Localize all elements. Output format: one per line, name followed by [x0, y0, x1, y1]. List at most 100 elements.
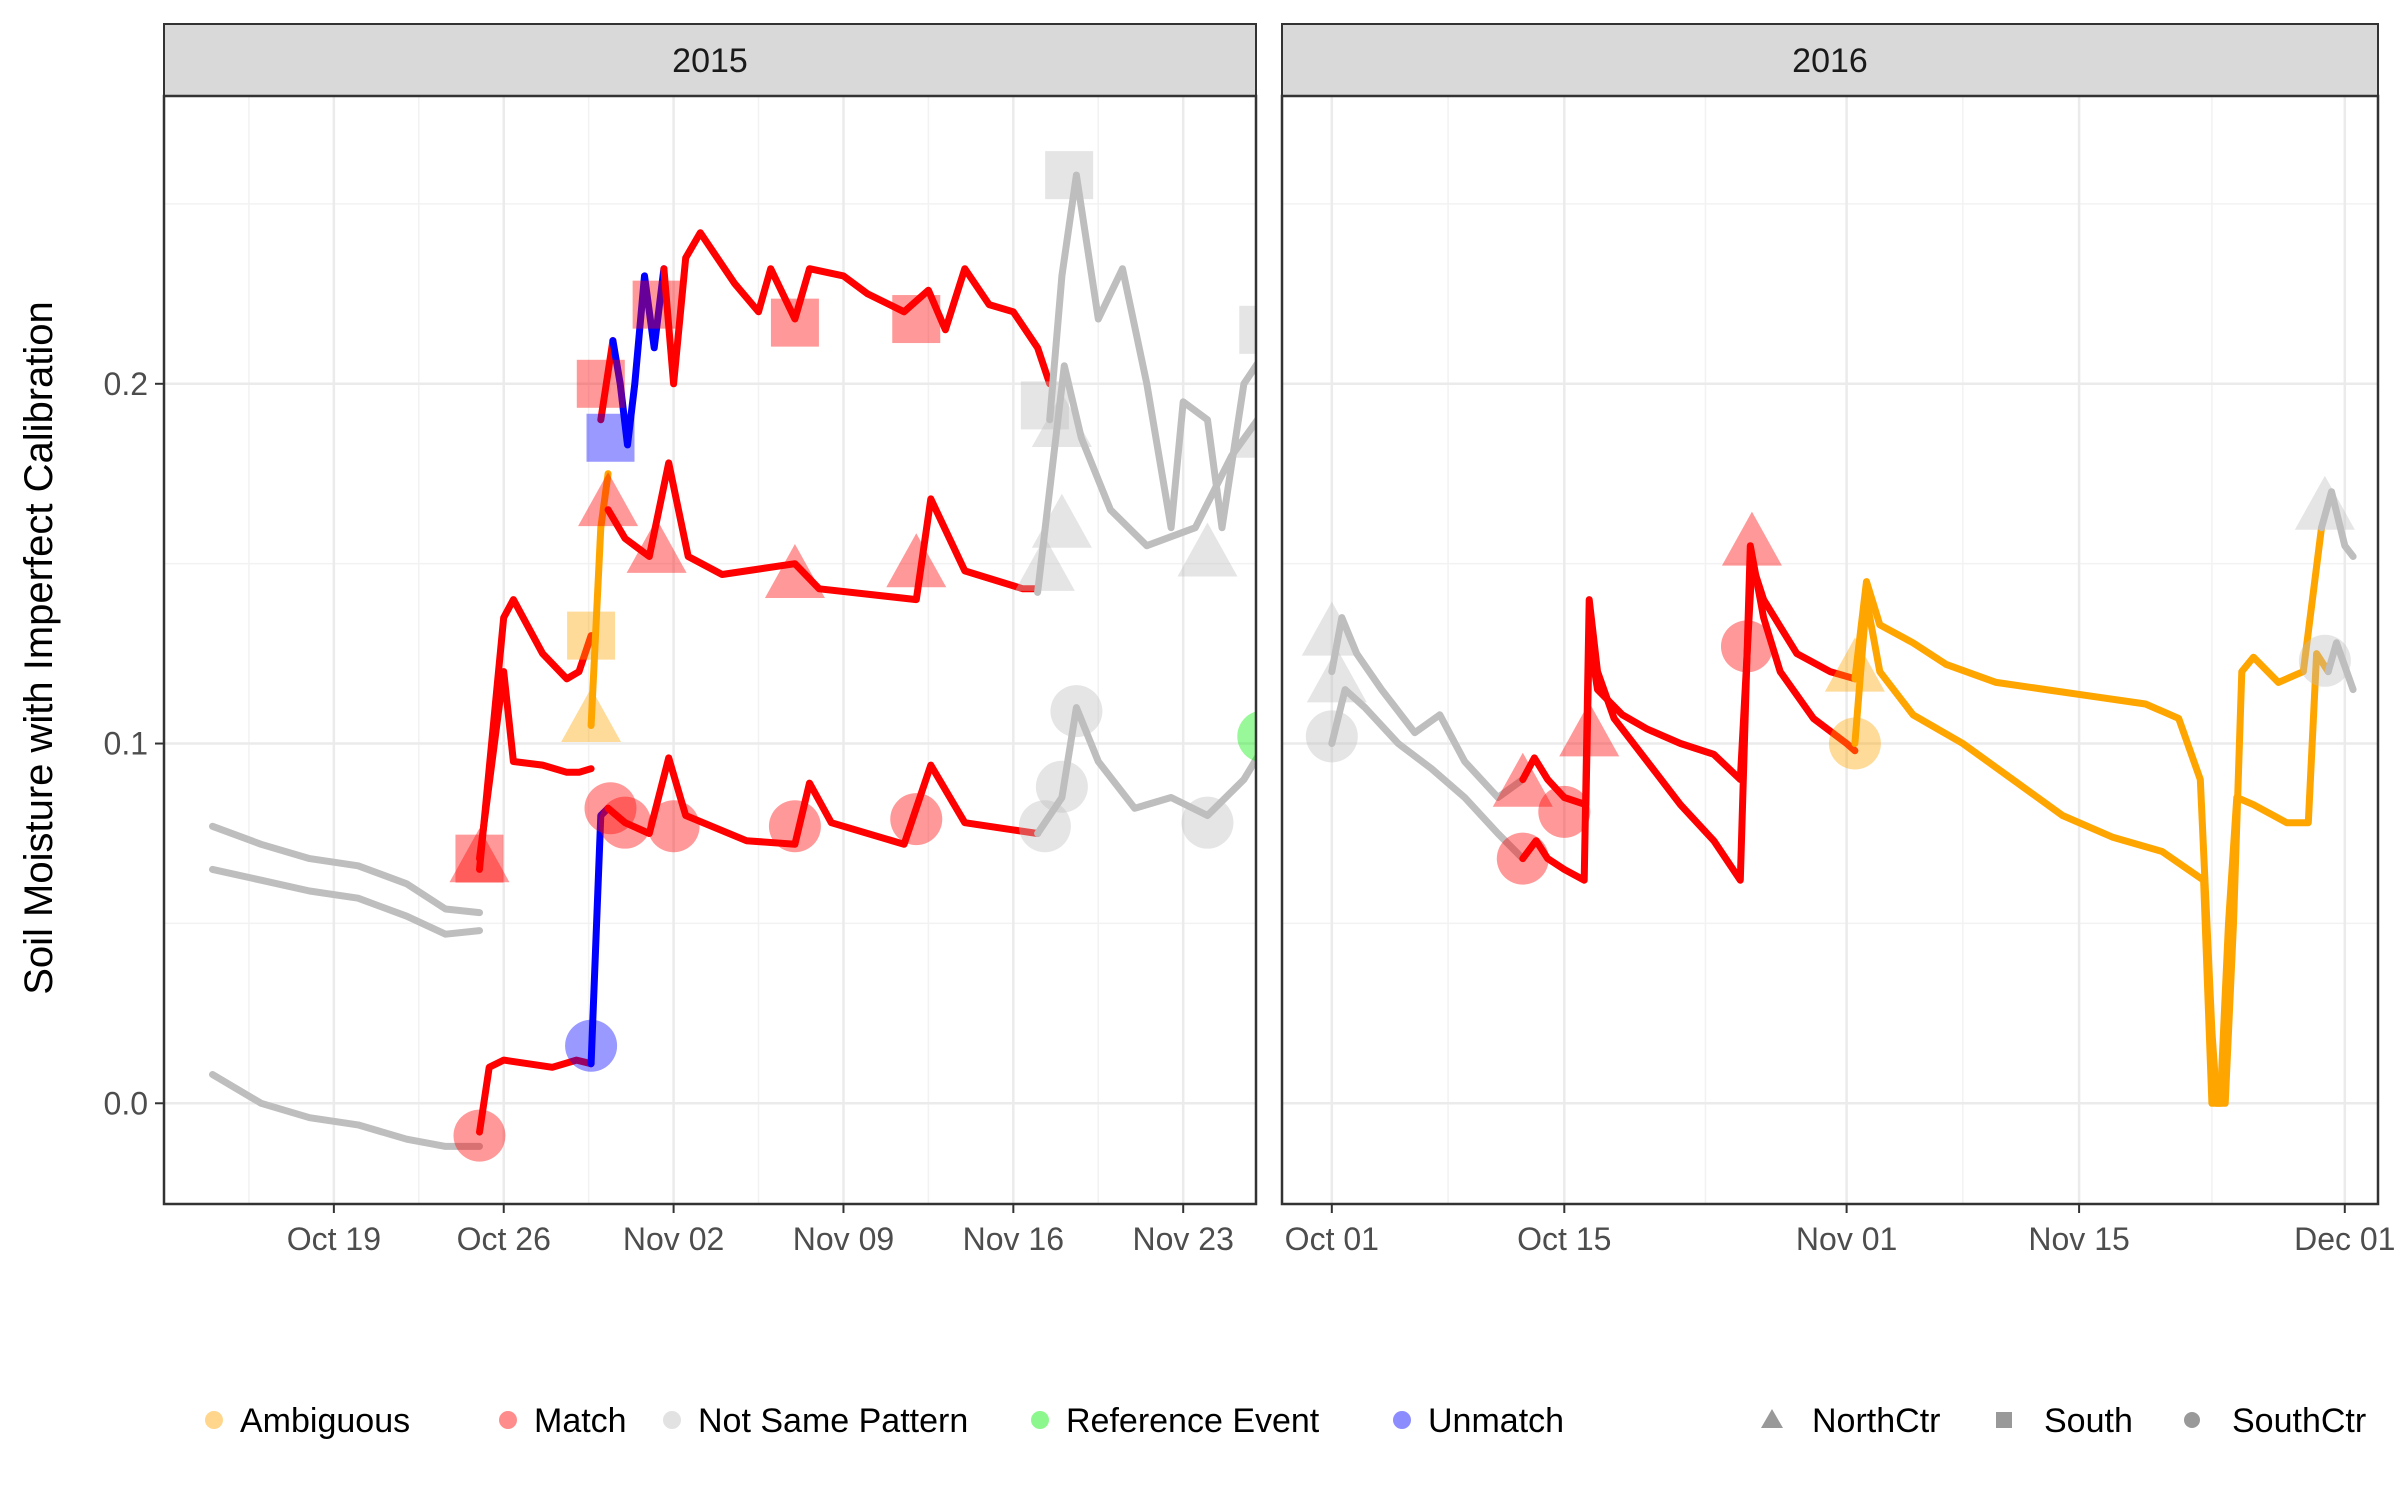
event-marker-triangle-not-same-pattern	[1031, 392, 1092, 447]
facet-strip	[1281, 23, 2379, 97]
event-marker-square-match	[632, 280, 681, 329]
event-marker-triangle-not-same-pattern	[1014, 536, 1075, 591]
event-marker-triangle-match	[578, 472, 639, 527]
series-line-south-not-same-pattern	[209, 865, 483, 938]
legend: Ambiguous Match Not Same Pattern Reference …	[205, 1402, 2366, 1440]
x-tick-label: Nov 16	[963, 1221, 1064, 1257]
event-marker-triangle-match	[1559, 702, 1620, 757]
event-marker-square-not-same-pattern	[1020, 381, 1069, 430]
series-line-south-upper-unmatch	[609, 265, 668, 449]
event-marker-circle-reference-event	[1237, 711, 1256, 762]
facet-strip	[163, 23, 1257, 97]
series-line-northctr-not-same-pattern	[1034, 362, 1256, 596]
event-marker-circle-unmatch	[565, 1019, 618, 1072]
series-line-south-upper-match	[660, 229, 1054, 388]
legend-label-south: South	[2044, 1402, 2133, 1440]
event-marker-triangle-not-same-pattern	[1233, 416, 1256, 458]
event-marker-triangle-match	[886, 533, 947, 588]
event-marker-square-not-same-pattern	[1239, 305, 1256, 354]
series-line-northctr-match	[1519, 560, 1859, 809]
y-axis-title: Soil Moisture with Imperfect Calibration	[17, 301, 61, 995]
series-line-northctr-not-same-pattern	[209, 822, 483, 917]
legend-key-ambiguous	[205, 1411, 223, 1429]
event-marker-triangle-match	[764, 544, 825, 599]
facet-strip-label: 2016	[1792, 42, 1868, 80]
legend-key-not-same-pattern	[663, 1411, 681, 1429]
legend-key-square	[1996, 1412, 2012, 1428]
plot-data	[1301, 475, 2357, 1107]
x-tick-label: Nov 02	[623, 1221, 724, 1257]
series-line-southctr-not-same-pattern	[209, 1071, 483, 1150]
event-marker-triangle-not-same-pattern	[1306, 648, 1367, 703]
event-marker-circle-ambiguous	[1828, 717, 1881, 770]
legend-key-triangle	[1761, 1409, 1783, 1428]
y-axis-title-group: Soil Moisture with Imperfect Calibration	[17, 301, 61, 995]
event-marker-circle-match	[890, 793, 943, 846]
series-line-southctr-match	[1519, 542, 1859, 884]
legend-label-ambiguous: Ambiguous	[240, 1402, 410, 1440]
event-marker-circle-not-same-pattern	[1305, 710, 1358, 763]
event-marker-circle-match	[768, 800, 821, 853]
event-marker-circle-not-same-pattern	[1035, 760, 1088, 813]
series-line-southctr-match	[476, 1056, 595, 1136]
event-marker-circle-not-same-pattern	[1050, 685, 1103, 738]
legend-key-reference-event	[1031, 1411, 1049, 1429]
event-marker-triangle-match	[449, 828, 510, 883]
event-marker-triangle-ambiguous	[1824, 637, 1885, 692]
legend-key-unmatch	[1393, 1411, 1411, 1429]
series-line-southctr-match	[604, 754, 1042, 848]
event-marker-triangle-match	[1492, 752, 1553, 807]
x-tick-label: Nov 23	[1133, 1221, 1234, 1257]
series-line-southctr-not-same-pattern	[2324, 639, 2357, 694]
event-marker-square-match	[576, 359, 625, 408]
event-marker-triangle-not-same-pattern	[1301, 601, 1362, 656]
series-line-northctr-match	[476, 596, 595, 873]
series-line-northctr-not-same-pattern	[2318, 488, 2357, 560]
event-marker-circle-match	[599, 796, 652, 849]
event-marker-square-unmatch	[586, 413, 635, 462]
event-marker-circle-match	[1496, 832, 1549, 885]
event-marker-triangle-match	[626, 518, 687, 573]
panel-background	[1282, 96, 2378, 1204]
event-marker-circle-match	[647, 800, 700, 853]
legend-key-match	[499, 1411, 517, 1429]
series-line-south-upper-not-same-pattern	[1046, 171, 1256, 532]
series-line-northctr-match	[604, 459, 1042, 604]
legend-label-match: Match	[534, 1402, 627, 1440]
event-marker-circle-not-same-pattern	[1018, 800, 1071, 853]
panel-2015: 2015 Oct 19 Oct 26 Nov 02 Nov 09 Nov 16 Nov 23…	[104, 23, 1258, 1257]
event-marker-circle-not-same-pattern	[1181, 796, 1234, 849]
event-marker-circle-not-same-pattern	[2298, 634, 2351, 687]
event-marker-circle-match	[453, 1109, 506, 1162]
x-tick-label: Nov 01	[1796, 1221, 1897, 1257]
series-line-southctr-ambiguous	[1851, 596, 2332, 1107]
x-tick-label: Dec 01	[2294, 1221, 2395, 1257]
x-tick-label: Oct 26	[457, 1221, 551, 1257]
panel-background	[164, 96, 1256, 1204]
event-marker-triangle-not-same-pattern	[2294, 475, 2355, 530]
series-line-northctr-not-same-pattern	[1328, 614, 1527, 801]
x-tick-label: Oct 15	[1517, 1221, 1611, 1257]
event-marker-triangle-ambiguous	[561, 687, 622, 742]
panel-border	[1280, 94, 2380, 1206]
event-marker-square-ambiguous	[567, 611, 616, 660]
panel-border	[162, 94, 1258, 1206]
event-marker-square-not-same-pattern	[1045, 151, 1094, 200]
y-tick-label: 0.2	[104, 366, 148, 402]
legend-key-circle	[2184, 1412, 2200, 1428]
event-marker-square-match	[455, 834, 504, 883]
x-tick-label: Oct 19	[287, 1221, 381, 1257]
series-line-south-match	[476, 668, 595, 863]
event-marker-triangle-not-same-pattern	[1031, 493, 1092, 548]
series-line-southctr-not-same-pattern	[1034, 704, 1256, 837]
series-line-south-upper-match	[597, 337, 617, 424]
legend-label-reference-event: Reference Event	[1066, 1402, 1320, 1440]
series-line-northctr-ambiguous	[1851, 524, 2325, 1107]
facet-strip-label: 2015	[672, 42, 748, 80]
x-tick-label: Oct 01	[1285, 1221, 1379, 1257]
legend-label-southctr: SouthCtr	[2232, 1402, 2366, 1440]
x-tick-label: Nov 09	[793, 1221, 894, 1257]
event-marker-square-match	[892, 295, 941, 344]
legend-label-unmatch: Unmatch	[1428, 1402, 1564, 1440]
event-marker-circle-match	[1720, 620, 1773, 673]
